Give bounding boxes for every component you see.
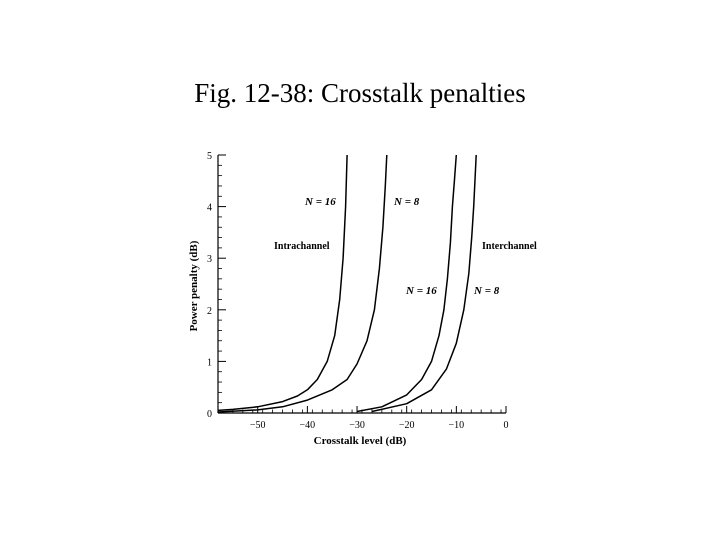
chart-labels: N = 16 N = 8 N = 16 N = 8 Intrachannel Interc… [274, 196, 537, 297]
x-tick-label: −50 [250, 420, 266, 431]
chart-axes: −50 −40 −30 −20 −10 0 0 1 2 3 4 5 Crosstalk level (d… [188, 151, 509, 447]
y-tick-label: 4 [207, 203, 212, 214]
series-line-2 [356, 154, 458, 413]
series-line-1 [217, 154, 388, 413]
y-axis-title: Power penalty (dB) [188, 240, 200, 331]
x-tick-label: −10 [449, 420, 465, 431]
annotation-interchannel: Interchannel [482, 241, 537, 252]
series-line-3 [371, 154, 477, 413]
slide-title: Fig. 12-38: Crosstalk penalties [194, 78, 526, 108]
y-tick-label: 0 [207, 409, 212, 420]
x-tick-label: 0 [504, 420, 509, 431]
x-axis-title: Crosstalk level (dB) [314, 435, 407, 447]
x-tick-label: −30 [349, 420, 365, 431]
series-label-0: N = 16 [304, 196, 336, 208]
x-tick-label: −40 [300, 420, 316, 431]
series-label-2: N = 16 [405, 285, 437, 297]
y-tick-label: 5 [207, 151, 212, 162]
series-label-3: N = 8 [473, 285, 500, 297]
chart-curves [217, 154, 477, 413]
series-line-0 [217, 154, 348, 412]
series-label-1: N = 8 [393, 196, 420, 208]
x-tick-label: −20 [399, 420, 415, 431]
annotation-intrachannel: Intrachannel [274, 241, 330, 252]
y-tick-label: 3 [207, 254, 212, 265]
y-tick-label: 1 [207, 357, 212, 368]
y-tick-label: 2 [207, 306, 212, 317]
